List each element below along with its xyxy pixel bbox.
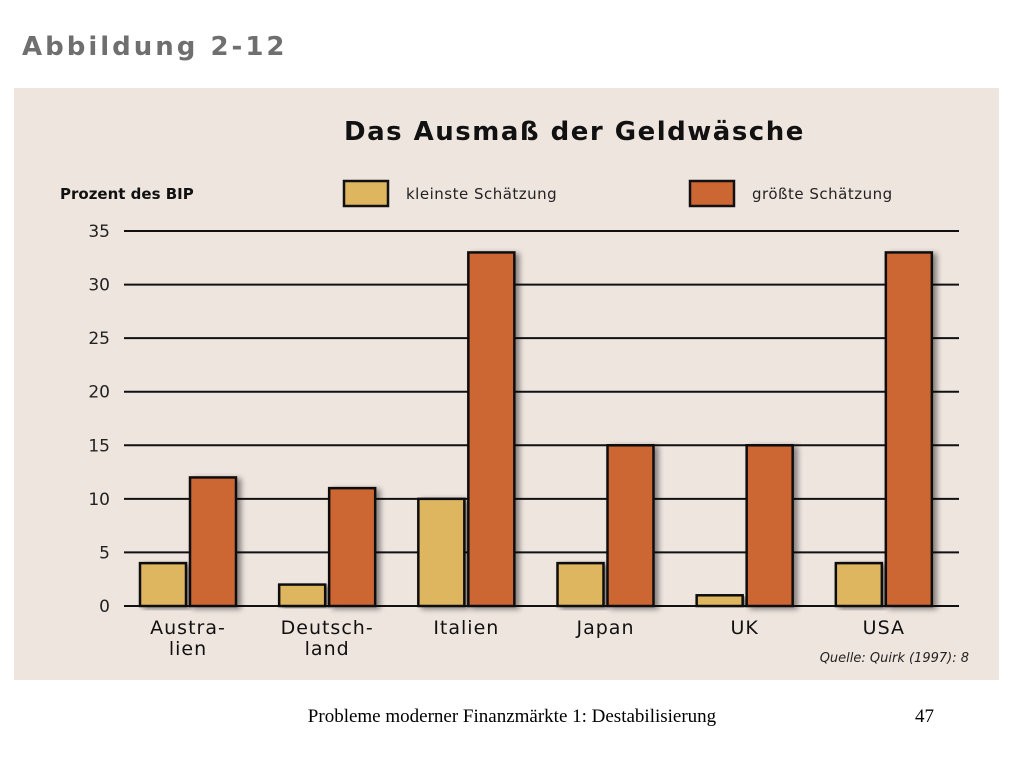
figure-panel: Das Ausmaß der Geldwäsche Prozent des BI…: [14, 88, 999, 680]
bar-max-1: [327, 486, 377, 608]
bar-max-5: [884, 251, 934, 608]
x-category-label: USA: [863, 617, 905, 639]
y-axis-ticks: 0 5 10 15 20 25 30 35: [88, 222, 110, 617]
y-tick-label: 20: [88, 383, 110, 403]
y-tick-label: 35: [88, 222, 110, 242]
y-tick-label: 25: [88, 329, 110, 349]
y-tick-label: 0: [99, 597, 110, 617]
bar-min-4: [695, 594, 744, 608]
x-category-label: Deutsch-: [281, 617, 374, 639]
chart-source: Quelle: Quirk (1997): 8: [820, 651, 969, 666]
bar-min-0: [138, 561, 188, 608]
bar-min-1: [277, 583, 327, 608]
x-category-label: land: [305, 638, 350, 660]
bar-min-5: [834, 561, 884, 608]
x-category-label: Austra-: [150, 617, 226, 639]
x-category-label: Italien: [433, 617, 499, 639]
bar-min-3: [556, 561, 605, 608]
bar-min-2: [417, 497, 466, 608]
bar-max-4: [745, 444, 794, 608]
x-category-label: Japan: [576, 617, 635, 639]
legend-label-0: kleinste Schätzung: [406, 185, 557, 203]
slide-number: 47: [915, 706, 934, 727]
y-axis-label: Prozent des BIP: [60, 185, 194, 203]
bars: [138, 251, 934, 608]
legend: kleinste Schätzung größte Schätzung: [342, 179, 893, 208]
y-tick-label: 10: [88, 490, 110, 510]
y-tick-label: 15: [88, 436, 110, 456]
x-category-label: lien: [169, 638, 207, 660]
slide-footer: Probleme moderner Finanzmärkte 1: Destab…: [307, 706, 717, 727]
bar-max-3: [606, 444, 655, 608]
bar-chart: Das Ausmaß der Geldwäsche Prozent des BI…: [60, 117, 969, 666]
legend-label-1: größte Schätzung: [752, 185, 893, 203]
slide-heading: Abbildung 2-12: [22, 32, 288, 62]
gridlines: [124, 230, 959, 607]
x-category-label: UK: [730, 617, 758, 639]
chart-title: Das Ausmaß der Geldwäsche: [344, 117, 805, 147]
x-axis-categories: Austra-lien Deutsch-land Italien Japan UK USA: [150, 617, 905, 660]
legend-swatch-1: [688, 179, 736, 208]
bar-max-2: [467, 251, 516, 608]
y-tick-label: 5: [99, 543, 110, 563]
legend-swatch-0: [342, 179, 390, 208]
bar-max-0: [188, 476, 238, 608]
y-tick-label: 30: [88, 276, 110, 296]
